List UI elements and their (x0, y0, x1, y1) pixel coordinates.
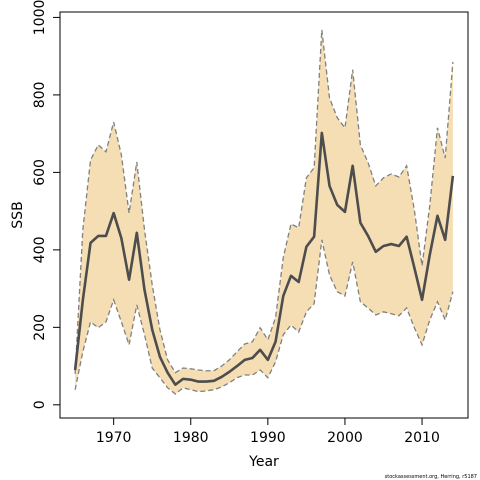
y-axis-label: SSB (10, 201, 26, 228)
y-tick-label: 800 (32, 82, 48, 109)
ci-edge (74, 29, 454, 374)
y-tick-label: 200 (32, 314, 48, 341)
x-tick-label: 1970 (96, 430, 132, 446)
x-axis-label: Year (248, 454, 279, 470)
x-tick-label: 1990 (250, 430, 286, 446)
y-tick-label: 400 (32, 236, 48, 263)
y-tick-label: 1000 (32, 0, 48, 35)
ssb-line (73, 131, 455, 386)
x-tick-label: 2010 (404, 430, 440, 446)
plot-frame (59, 11, 469, 419)
y-tick-label: 600 (32, 159, 48, 186)
ci-band (75, 29, 453, 394)
y-tick-label: 0 (32, 400, 48, 409)
x-tick-label: 2000 (327, 430, 363, 446)
x-tick-label: 1980 (173, 430, 209, 446)
footnote: stockassessment.org, Herring, r5187 (385, 474, 477, 480)
